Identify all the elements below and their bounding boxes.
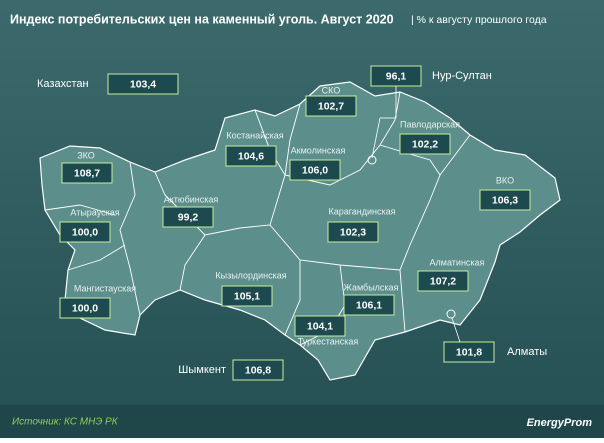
value-box [221, 285, 273, 307]
region-label: Нур-Султан [432, 70, 492, 82]
city-marker [367, 155, 377, 165]
value-box [417, 270, 469, 292]
value-label: 106,8 [245, 364, 271, 376]
value-label: 104,1 [307, 320, 333, 332]
footer-band [0, 405, 604, 438]
region-label: Алматинская [430, 257, 485, 267]
region-label: Павлодарская [400, 119, 460, 129]
region-label: Костанайская [226, 130, 283, 140]
value-box [61, 162, 113, 184]
region-label: ЗКО [77, 150, 95, 160]
value-label: 102,3 [340, 226, 366, 238]
value-label: 106,0 [302, 164, 328, 176]
region-label: Мангистауская [74, 283, 136, 293]
city-marker [446, 309, 456, 319]
value-label: 105,1 [234, 290, 260, 302]
value-label: 96,1 [386, 70, 407, 82]
value-box [479, 189, 531, 211]
value-box [294, 315, 346, 337]
title: Индекс потребительских цен на каменный у… [10, 12, 394, 26]
region-label: СКО [322, 85, 341, 95]
leader-line [371, 117, 381, 159]
value-label: 106,3 [492, 194, 518, 206]
value-label: 101,8 [456, 346, 482, 358]
region-label: Атырауская [70, 207, 119, 217]
region-label: ВКО [496, 175, 514, 185]
value-label: 100,0 [72, 226, 98, 238]
region-label: Кызылординская [215, 270, 286, 280]
region-label: Жамбылская [344, 282, 399, 292]
value-label: 108,7 [74, 167, 100, 179]
value-label: 106,1 [356, 299, 382, 311]
region-label: Туркестанская [298, 336, 359, 346]
value-label: 102,7 [318, 100, 344, 112]
region-label: Алматы [507, 346, 547, 358]
logo: EnergyProm [527, 417, 593, 429]
value-box [305, 95, 357, 117]
region-label: Шымкент [178, 364, 226, 376]
region-label: Акмолинская [291, 145, 346, 155]
value-box [225, 145, 277, 167]
value-box [343, 294, 395, 316]
value-box [59, 297, 111, 319]
country-shape [39, 81, 561, 381]
value-box [289, 159, 341, 181]
source: Источник: КС МНЭ РК [12, 417, 119, 428]
value-label: 99,2 [178, 211, 199, 223]
region-label: Казахстан [37, 78, 89, 90]
leader-line [451, 317, 461, 343]
region-label: Актюбинская [164, 194, 219, 204]
value-box [327, 221, 379, 243]
value-label: 103,4 [130, 78, 156, 90]
value-label: 107,2 [430, 275, 456, 287]
value-label: 102,2 [412, 138, 438, 150]
subtitle: | % к августу прошлого года [411, 14, 547, 26]
region-label: Карагандинская [328, 206, 395, 216]
value-box [232, 359, 284, 381]
value-box [59, 221, 111, 243]
value-label: 104,6 [238, 150, 264, 162]
value-label: 100,0 [72, 302, 98, 314]
value-box [399, 133, 451, 155]
value-box [162, 206, 214, 228]
value-box [107, 73, 179, 95]
value-box [443, 341, 495, 363]
